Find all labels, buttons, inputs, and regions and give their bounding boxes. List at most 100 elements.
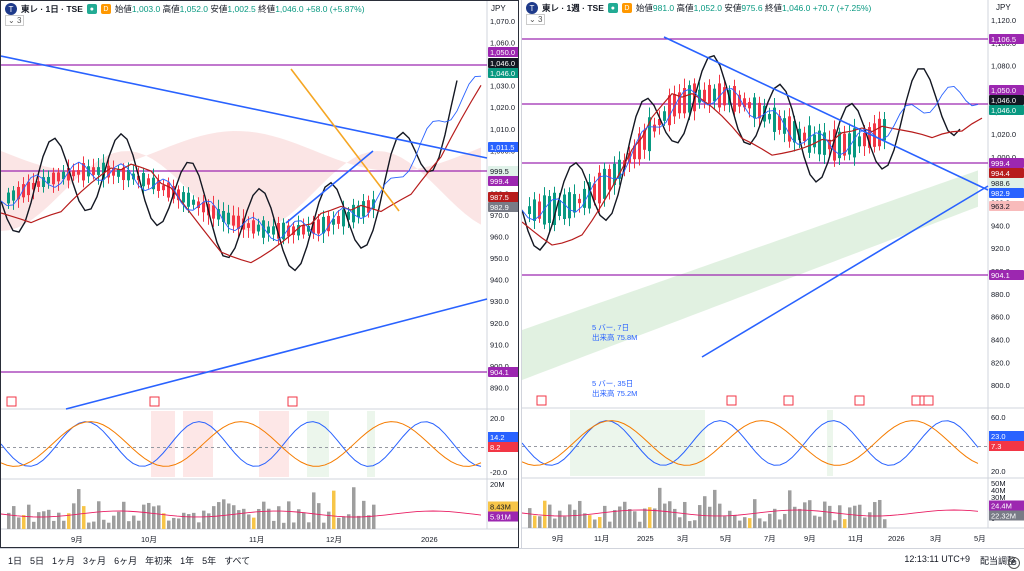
base-line (1, 85, 482, 264)
candle-body (17, 186, 20, 200)
currency-label: JPY (996, 3, 1011, 12)
legend-weekly: T 東レ · 1週 · TSE ● D 始値981.0 高値1,052.0 安値… (526, 2, 871, 14)
range-6m-button[interactable]: 6ヶ月 (114, 555, 138, 566)
price-tick-label: 910.0 (490, 340, 509, 349)
candle-body (47, 176, 50, 184)
symbol-logo-icon: T (5, 3, 17, 15)
volume-bar (828, 505, 832, 528)
candle-body (147, 178, 150, 185)
candle-body (883, 119, 886, 141)
market-status-icon: ● (86, 4, 97, 14)
chart-pane-weekly[interactable]: T 東レ · 1週 · TSE ● D 始値981.0 高値1,052.0 安値… (521, 0, 1024, 548)
daily-chart-canvas[interactable]: 1,070.01,060.01,040.01,030.01,020.01,010… (1, 1, 519, 548)
volume-bar (588, 515, 592, 528)
volume-bar (157, 505, 161, 529)
candle-body (52, 172, 55, 185)
volume-bar (162, 513, 166, 529)
candle-body (92, 167, 95, 175)
volume-bar (367, 515, 371, 529)
price-tick-label: 920.0 (991, 244, 1010, 253)
range-1y-button[interactable]: 1年 (180, 555, 195, 566)
candle-body (117, 169, 120, 177)
candle-body (12, 190, 15, 201)
candle-body (332, 218, 335, 225)
volume-bar (142, 504, 146, 529)
volume-bar (593, 519, 597, 528)
price-tick-label: 950.0 (490, 254, 509, 263)
candle-body (823, 132, 826, 155)
volume-tick-label: 50M (991, 479, 1006, 488)
candle-body (863, 132, 866, 147)
price-badge-label: 1,046.0 (490, 69, 515, 78)
range-5d-button[interactable]: 5日 (30, 555, 45, 566)
volume-bar (352, 487, 356, 529)
candle-body (62, 171, 65, 180)
symbol-title[interactable]: 東レ · 1週 · TSE (542, 3, 604, 13)
indicator-toggle[interactable]: ⌄ 3 (526, 14, 546, 25)
volume-bar (207, 513, 211, 529)
price-badge (989, 178, 1024, 188)
candle-body (307, 225, 310, 232)
volume-bar (137, 520, 141, 529)
range-ytd-button[interactable]: 年初来 (145, 555, 173, 566)
candle-body (317, 219, 320, 234)
candle-body (813, 134, 816, 148)
price-badge (989, 85, 1024, 95)
volume-bar (37, 512, 41, 529)
candle-body (643, 130, 646, 150)
candle-body (277, 222, 280, 239)
gear-icon[interactable]: ⚙ (1008, 557, 1020, 569)
range-1m-button[interactable]: 1ヶ月 (52, 555, 76, 566)
oscillator-zone (259, 411, 289, 477)
volume-bar (212, 506, 216, 529)
volume-bar (132, 515, 136, 529)
candle-body (82, 163, 85, 181)
price-badge (989, 105, 1024, 115)
volume-bar (848, 507, 852, 528)
volume-bar (232, 505, 236, 529)
candle-body (262, 220, 265, 238)
range-3m-button[interactable]: 3ヶ月 (83, 555, 107, 566)
range-all-button[interactable]: すべて (224, 555, 251, 566)
weekly-chart-canvas[interactable]: 1,120.01,100.01,080.01,060.01,040.01,020… (522, 0, 1024, 548)
indicator-toggle[interactable]: ⌄ 3 (5, 15, 25, 26)
range-5y-button[interactable]: 5年 (202, 555, 217, 566)
price-tick-label: 1,060.0 (490, 39, 515, 48)
volume-bar (72, 503, 76, 529)
symbol-title[interactable]: 東レ · 1日 · TSE (21, 4, 83, 14)
volume-bar (47, 509, 51, 529)
price-tick-label: 820.0 (991, 358, 1010, 367)
volume-bar (778, 519, 782, 528)
dividend-adjust-toggle[interactable]: 配当調整 (979, 556, 1016, 566)
trend-line (65, 298, 488, 410)
volume-bar (598, 517, 602, 528)
candle-body (287, 225, 290, 237)
candle-body (22, 184, 25, 198)
candle-body (713, 88, 716, 102)
candle-body (132, 173, 135, 180)
oscillator-badge-label: 23.0 (991, 432, 1006, 441)
candle-body (683, 88, 686, 114)
volume-bar (307, 522, 311, 529)
dividend-icon: D (100, 4, 111, 14)
oscillator-zone (367, 411, 375, 477)
time-tick-label: 9月 (804, 534, 816, 543)
volume-tick-label: 20M (490, 480, 505, 489)
candle-body (292, 226, 295, 236)
candle-body (818, 130, 821, 155)
volume-bar (788, 490, 792, 528)
clock-readout[interactable]: 12:13:11 UTC+9 (904, 554, 970, 564)
oscillator-badge-label: 7.3 (991, 442, 1001, 451)
volume-bar (773, 508, 777, 528)
time-tick-label: 11月 (848, 534, 863, 543)
volume-bar (858, 504, 862, 528)
candle-body (543, 195, 546, 225)
price-tick-label: 1,000.0 (991, 153, 1016, 162)
range-1d-button[interactable]: 1日 (8, 555, 23, 566)
chart-pane-daily[interactable]: T 東レ · 1日 · TSE ● D 始値1,003.0 高値1,052.0 … (0, 0, 519, 548)
candle-body (838, 131, 841, 159)
candle-body (57, 172, 60, 182)
volume-bar (663, 503, 667, 528)
volume-bar (553, 518, 557, 528)
bottom-toolbar: 1日 5日 1ヶ月 3ヶ月 6ヶ月 年初来 1年 5年 すべて 12:13:11… (0, 548, 1024, 571)
